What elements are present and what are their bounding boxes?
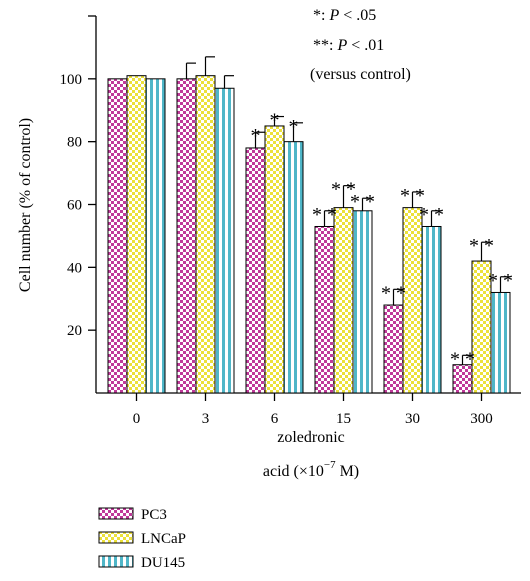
y-tick-label: 100 xyxy=(60,72,83,88)
significance-stars: * * xyxy=(331,179,356,201)
significance-stars: * * xyxy=(488,270,513,292)
significance-note: *: P < .05 **: P < .01 (versus control) xyxy=(310,7,411,83)
x-tick-label: 3 xyxy=(202,411,210,427)
x-tick-label: 300 xyxy=(470,411,493,427)
significance-stars: * * xyxy=(469,235,494,257)
bar-pc3 xyxy=(383,304,404,394)
note-line-1: *: P < .05 xyxy=(313,7,376,24)
x-tick-label: 0 xyxy=(133,411,141,427)
significance-stars: * * xyxy=(400,185,425,207)
note-line-2: **: P < .01 xyxy=(313,37,384,54)
bar-du145 xyxy=(421,225,442,394)
error-bars-group xyxy=(185,56,510,365)
significance-stars: * xyxy=(289,116,299,138)
y-tick-label: 20 xyxy=(67,323,82,339)
bar-du145 xyxy=(352,210,373,394)
bar-du145 xyxy=(283,141,304,394)
bar-pc3 xyxy=(176,78,197,394)
legend-swatch-lncap xyxy=(98,531,134,544)
x-axis-label-line2: acid (×10−7 M) xyxy=(263,459,359,480)
significance-stars: * * xyxy=(381,282,406,304)
legend-swatch-du145 xyxy=(98,555,134,568)
significance-stars: * * xyxy=(312,204,337,226)
legend-label: DU145 xyxy=(141,555,185,571)
significance-stars: * * xyxy=(350,191,375,213)
bar-lncap xyxy=(126,75,147,394)
bar-du145 xyxy=(490,291,511,394)
significance-stars: * xyxy=(270,110,280,132)
bar-lncap xyxy=(264,125,285,394)
bar-du145 xyxy=(145,78,166,394)
bars-group xyxy=(107,75,511,394)
significance-stars: * xyxy=(251,125,261,147)
x-axis-label-line1: zoledronic xyxy=(277,429,345,446)
bar-lncap xyxy=(195,75,216,394)
legend: PC3 LNCaP DU145 xyxy=(98,507,186,571)
x-tick-label: 6 xyxy=(271,411,279,427)
x-tick-label: 30 xyxy=(405,411,420,427)
bar-lncap xyxy=(333,207,354,394)
legend-swatch-pc3 xyxy=(98,507,134,520)
significance-markers: ** ** ** ** ** ** ** ** ** ** * xyxy=(251,110,514,371)
y-axis: 20 40 60 80 100 xyxy=(60,15,97,393)
significance-stars: * * xyxy=(450,348,475,370)
y-tick-label: 60 xyxy=(67,198,82,214)
legend-label: PC3 xyxy=(141,507,167,523)
x-axis: 0 3 6 15 30 300 xyxy=(96,392,521,427)
bar-du145 xyxy=(214,87,235,394)
x-tick-label: 15 xyxy=(336,411,351,427)
significance-stars: * * xyxy=(419,204,444,226)
y-tick-label: 40 xyxy=(67,260,82,276)
note-line-3: (versus control) xyxy=(310,66,411,83)
bar-pc3 xyxy=(245,147,266,394)
legend-label: LNCaP xyxy=(141,531,186,547)
y-tick-label: 80 xyxy=(67,135,82,151)
y-axis-label: Cell number (% of control) xyxy=(17,118,34,292)
bar-pc3 xyxy=(107,78,128,394)
bar-pc3 xyxy=(314,225,335,394)
